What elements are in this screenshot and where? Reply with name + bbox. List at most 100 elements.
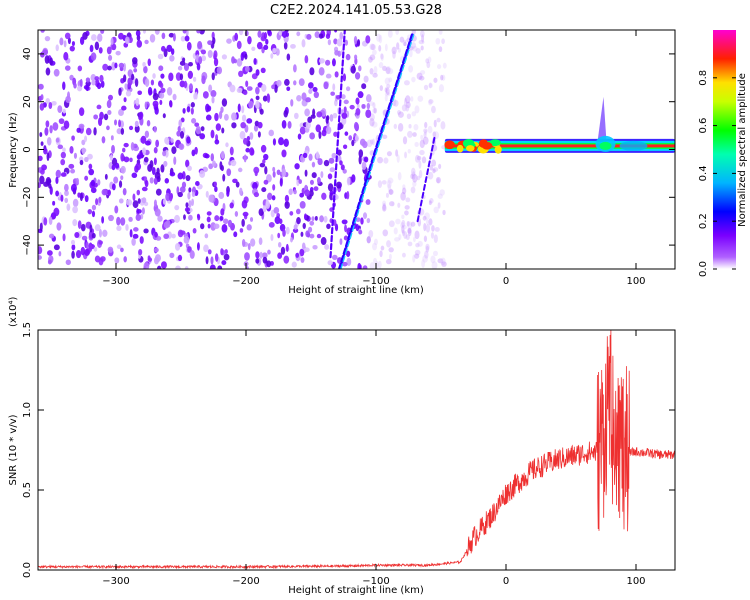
spectrogram-cell bbox=[39, 175, 45, 185]
spectrogram-cell bbox=[153, 126, 157, 133]
spectrogram-cell bbox=[122, 147, 126, 153]
spectrogram-cell bbox=[380, 245, 385, 251]
spectrogram-cell bbox=[154, 106, 159, 115]
spectrogram-cell bbox=[206, 216, 211, 223]
spectrogram-cell bbox=[438, 46, 443, 53]
spectrogram-cell bbox=[308, 226, 313, 233]
spectrogram-cell bbox=[362, 265, 368, 269]
spectrogram-cell bbox=[210, 256, 214, 265]
spectrogram-cell bbox=[191, 118, 197, 124]
spectrogram-cell bbox=[401, 219, 406, 228]
spectrogram-cell bbox=[285, 226, 290, 235]
spectrogram-cell bbox=[210, 129, 215, 139]
spectrogram-cell bbox=[226, 168, 232, 177]
spectrogram-cell bbox=[166, 44, 173, 53]
spectrogram-cell bbox=[299, 201, 306, 209]
spectrogram-cell bbox=[104, 173, 108, 180]
spectrogram-cell bbox=[246, 118, 253, 124]
colorbar: 0.0 0.2 0.4 0.6 0.8 Normalized spectral ampl… bbox=[698, 30, 748, 277]
spectrogram-cell bbox=[79, 78, 83, 88]
spectrogram-cell bbox=[272, 47, 277, 54]
spectrogram-cell bbox=[234, 32, 239, 41]
spectrogram-cell bbox=[116, 216, 121, 226]
spectrogram-cell bbox=[404, 205, 410, 210]
spectrogram-cell bbox=[309, 179, 314, 185]
spectrogram-cell bbox=[166, 87, 173, 96]
spectrogram-cell bbox=[327, 183, 334, 192]
spectrogram-cell bbox=[353, 35, 358, 45]
spectrogram-cell bbox=[197, 214, 201, 221]
spectrogram-cell bbox=[96, 82, 102, 90]
spectrogram-cell bbox=[267, 192, 273, 201]
spectrogram-cell bbox=[325, 33, 331, 39]
spectrogram-cell bbox=[162, 150, 167, 157]
spectrogram-cell bbox=[143, 262, 150, 269]
spectrogram-cell bbox=[84, 135, 88, 143]
spectrogram-cell bbox=[159, 82, 164, 89]
spectrogram-cell bbox=[62, 147, 66, 153]
spectrogram-cell bbox=[264, 166, 268, 175]
spectrogram-cell bbox=[384, 43, 388, 52]
spectrogram-cell bbox=[153, 247, 159, 253]
spectrogram-cell bbox=[132, 233, 139, 239]
spectrogram-cell bbox=[174, 205, 180, 211]
spectrogram-cell bbox=[132, 193, 136, 202]
spectrogram-cell bbox=[202, 91, 209, 99]
spectrogram-cell bbox=[354, 54, 358, 60]
spectrogram-cell bbox=[52, 200, 56, 206]
spectrogram-cell bbox=[128, 216, 133, 222]
spectrogram-cell bbox=[416, 155, 422, 161]
spectrogram-cell bbox=[401, 225, 405, 234]
spectrogram-cell bbox=[252, 182, 258, 190]
spectrogram-cell bbox=[388, 188, 393, 195]
spectrogram-cell bbox=[296, 95, 302, 102]
spectrogram-cell bbox=[349, 104, 355, 110]
spectrogram-cell bbox=[270, 53, 274, 59]
spectrogram-cell bbox=[154, 208, 161, 217]
spectrogram-cell bbox=[273, 207, 280, 214]
spectrogram-cell bbox=[355, 97, 360, 105]
spectrogram-cell bbox=[281, 31, 288, 38]
spectrogram-cell bbox=[366, 236, 371, 244]
spectrogram-cell bbox=[248, 100, 254, 109]
spectrogram-cell bbox=[408, 124, 412, 129]
spectrogram-cell bbox=[246, 266, 249, 269]
spectrogram-cell bbox=[336, 38, 343, 47]
spectrogram-cell bbox=[283, 138, 289, 147]
spectrogram-cell bbox=[168, 193, 173, 202]
spectrogram-cell bbox=[419, 149, 425, 156]
spectrogram-cell bbox=[114, 162, 120, 169]
spectrogram-cell bbox=[293, 80, 297, 86]
spectrogram-cell bbox=[146, 120, 151, 127]
spectrogram-cell bbox=[326, 115, 330, 121]
spectrogram-cell bbox=[229, 84, 236, 93]
spectrogram-cell bbox=[49, 125, 53, 134]
spectrogram-cell bbox=[155, 139, 160, 148]
spectrogram-cell bbox=[344, 39, 349, 46]
spectrogram-cell bbox=[423, 222, 427, 232]
spectrogram-cell bbox=[149, 177, 154, 184]
spectrogram-cell bbox=[407, 221, 413, 230]
spectrogram-cell bbox=[344, 131, 349, 136]
spectrogram-cell bbox=[395, 218, 401, 225]
spectrogram-cell bbox=[386, 83, 391, 89]
spectrogram-cell bbox=[205, 256, 209, 265]
spectrogram-cell bbox=[196, 62, 201, 71]
spectrogram-cell bbox=[309, 220, 315, 226]
spectrogram-cell bbox=[70, 168, 76, 174]
spectrogram-cell bbox=[44, 55, 50, 64]
spectrogram-cell bbox=[388, 189, 394, 195]
spectrogram-cell bbox=[78, 123, 85, 129]
spectrogram-cell bbox=[244, 252, 250, 261]
spectrogram-cell bbox=[436, 178, 440, 184]
spectrogram-cell bbox=[407, 149, 411, 154]
spectrogram-cell bbox=[311, 161, 316, 168]
spectrogram-cell bbox=[417, 95, 424, 102]
signal-lump bbox=[494, 145, 502, 154]
spectrogram-cell bbox=[47, 259, 52, 265]
spectrogram-cell bbox=[412, 254, 416, 263]
spectrogram-cell bbox=[341, 261, 348, 267]
spectrogram-cell bbox=[387, 30, 393, 38]
spectrogram-cell bbox=[263, 44, 269, 51]
spectrogram-cell bbox=[43, 181, 50, 187]
